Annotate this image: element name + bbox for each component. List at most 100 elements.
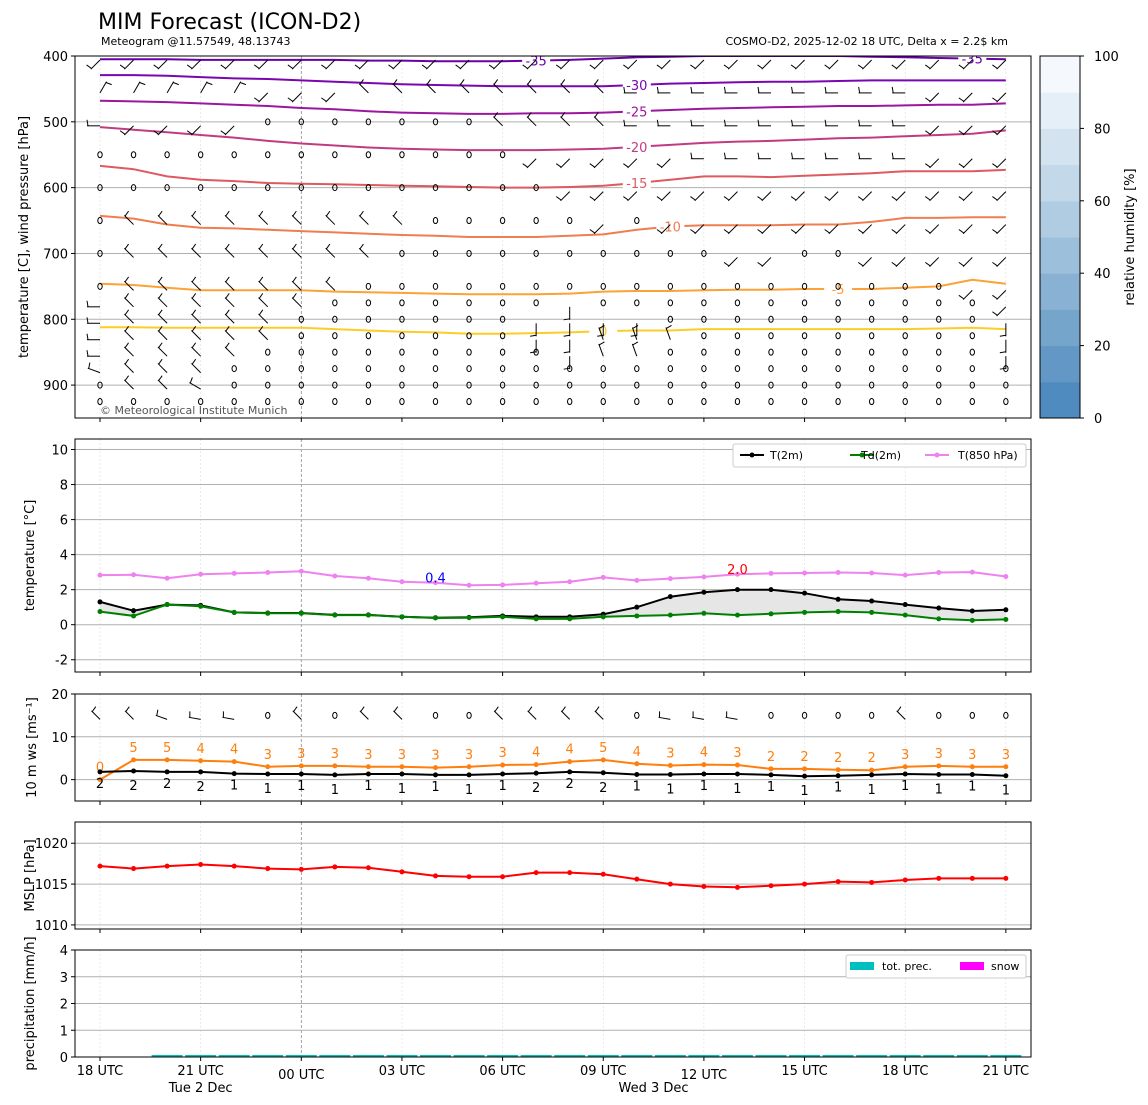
wind-barb-flag (527, 706, 533, 712)
legend-label: tot. prec. (882, 960, 932, 973)
calm-wind-circle (902, 381, 908, 389)
data-point (399, 764, 405, 770)
legend-swatch (960, 962, 984, 970)
data-point (231, 771, 237, 777)
wind-barb-flag (595, 706, 600, 712)
calm-wind-circle (332, 381, 338, 389)
calm-wind-circle (97, 184, 103, 192)
calm-wind-circle (332, 348, 338, 356)
wind-barb-flag (325, 243, 331, 250)
value-label: 1 (733, 782, 741, 797)
calm-wind-circle (701, 381, 707, 389)
wind-barb-flag (393, 210, 398, 217)
wind-barb-flag (393, 79, 398, 85)
legend-label: T(850 hPa) (957, 449, 1018, 462)
wind-barb-flag (857, 196, 864, 201)
wind-barb-flag (555, 64, 562, 69)
calm-wind-circle (97, 282, 103, 290)
x-tick-label: 12 UTC (681, 1068, 727, 1083)
data-point (734, 587, 740, 593)
data-point (869, 772, 875, 778)
axes-frame (74, 438, 1032, 673)
calm-wind-circle (533, 249, 539, 257)
data-point (399, 579, 405, 585)
wind-barb-flag (723, 119, 726, 126)
wind-barb-flag (88, 362, 91, 369)
wind-barb-flag (258, 326, 264, 332)
data-point (802, 881, 808, 887)
colorbar-label: relative humidity [%] (1123, 168, 1138, 305)
wind-barb-flag (656, 64, 663, 69)
wind-barb-staff (527, 710, 537, 720)
wind-barb-flag (891, 261, 898, 267)
wind-barb-flag (999, 367, 1006, 370)
wind-barb-flag (757, 86, 760, 93)
precip-bar (252, 1055, 284, 1057)
legend-box (845, 954, 1027, 979)
data-point (567, 759, 573, 765)
colorbar-segment (1040, 381, 1080, 419)
x-tick-label: 21 UTC (983, 1064, 1029, 1079)
calm-wind-circle (600, 381, 606, 389)
wind-barb-flag (589, 196, 596, 201)
wind-barb-flag (360, 706, 365, 712)
calm-wind-circle (365, 348, 372, 356)
calm-wind-circle (600, 398, 606, 406)
calm-wind-circle (97, 398, 103, 406)
calm-wind-circle (466, 249, 472, 257)
y-tick-label: 1010 (35, 919, 68, 934)
calm-wind-circle (634, 365, 640, 373)
wind-barb-staff (996, 92, 1007, 103)
precip-bar (789, 1055, 821, 1057)
wind-barb-staff (929, 191, 940, 202)
wind-barb-flag (105, 82, 112, 86)
wind-barb-staff (660, 158, 671, 169)
calm-wind-circle (499, 282, 506, 290)
data-point (600, 614, 606, 620)
data-point (365, 865, 371, 871)
wind-barb-flag (258, 293, 264, 299)
calm-wind-circle (298, 398, 304, 406)
wind-barb-flag (958, 163, 965, 168)
axes-frame (74, 693, 1032, 802)
calm-wind-circle (466, 282, 472, 290)
wind-barb-flag (891, 196, 898, 201)
isotherm-line (99, 164, 1006, 189)
wind-barb-flag (388, 64, 394, 69)
data-point (835, 569, 841, 575)
precip-bar (889, 1055, 921, 1057)
calm-wind-circle (868, 315, 875, 323)
wind-barb-staff (828, 224, 839, 235)
wind-barb-flag (790, 229, 797, 234)
y-axis-label: temperature [°C] (23, 500, 38, 612)
calm-wind-circle (466, 711, 472, 719)
wind-barb-flag (258, 309, 264, 316)
wind-barb-flag (124, 326, 130, 332)
data-point (131, 768, 137, 774)
wind-barb-flag (589, 163, 596, 168)
wind-barb-staff (124, 710, 134, 720)
wind-barb-flag (488, 64, 495, 69)
wind-barb-flag (258, 276, 264, 283)
wind-barb-staff (929, 224, 940, 235)
wind-barb-flag (225, 326, 230, 332)
calm-wind-circle (734, 315, 741, 323)
value-label: 1 (431, 780, 439, 795)
calm-wind-circle (902, 348, 908, 356)
calm-wind-circle (466, 381, 472, 389)
calm-wind-circle (902, 282, 908, 290)
data-point (634, 604, 640, 610)
isotherm-line (100, 326, 1006, 335)
wind-barb-flag (857, 261, 864, 267)
calm-wind-circle (768, 711, 774, 719)
wind-barb-flag (589, 64, 596, 69)
wind-barb-staff (124, 379, 134, 390)
wind-barb-flag (225, 210, 230, 217)
wind-barb-flag (359, 210, 364, 217)
wind-barb-flag (119, 130, 126, 135)
wind-barb-flag (723, 86, 726, 93)
calm-wind-circle (533, 365, 539, 373)
data-point (969, 608, 975, 614)
wind-barb-staff (224, 247, 235, 258)
